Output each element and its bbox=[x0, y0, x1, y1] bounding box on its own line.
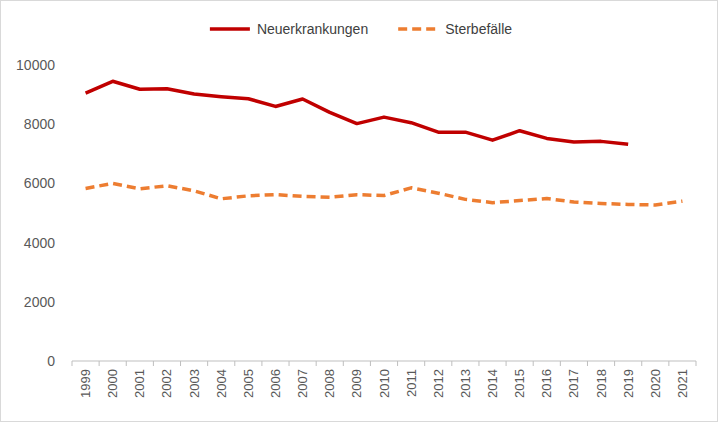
x-tick-mark bbox=[153, 361, 154, 366]
x-tick-label: 2013 bbox=[458, 369, 473, 398]
y-tick bbox=[68, 183, 72, 184]
x-tick-label: 2000 bbox=[105, 369, 120, 398]
legend-label: Sterbefälle bbox=[445, 21, 512, 37]
x-tick-mark bbox=[478, 361, 479, 366]
x-tick-mark bbox=[261, 361, 262, 366]
x-tick-mark bbox=[641, 361, 642, 366]
chart-frame bbox=[1, 1, 718, 422]
x-tick-mark bbox=[560, 361, 561, 366]
x-tick-label: 2015 bbox=[512, 369, 527, 398]
y-tick-label: 6000 bbox=[24, 175, 55, 191]
legend-swatch bbox=[398, 27, 438, 31]
y-tick-label: 2000 bbox=[24, 294, 55, 310]
x-tick-label: 2014 bbox=[485, 369, 500, 398]
x-tick-label: 2004 bbox=[214, 369, 229, 398]
x-tick-mark bbox=[289, 361, 290, 366]
y-tick bbox=[68, 65, 72, 66]
x-tick-mark bbox=[668, 361, 669, 366]
x-tick-label: 2009 bbox=[349, 369, 364, 398]
legend-label: Neuerkrankungen bbox=[257, 21, 368, 37]
x-tick-mark bbox=[316, 361, 317, 366]
x-tick-mark bbox=[424, 361, 425, 366]
x-tick-label: 1999 bbox=[78, 369, 93, 398]
x-tick-label: 2008 bbox=[322, 369, 337, 398]
x-tick-label: 2001 bbox=[132, 369, 147, 398]
x-tick-label: 2002 bbox=[159, 369, 174, 398]
x-tick-label: 2016 bbox=[539, 369, 554, 398]
x-tick-mark bbox=[587, 361, 588, 366]
x-tick-mark bbox=[451, 361, 452, 366]
x-tick-mark bbox=[99, 361, 100, 366]
x-tick-label: 2011 bbox=[404, 369, 419, 397]
x-tick-mark bbox=[126, 361, 127, 366]
x-tick-mark bbox=[506, 361, 507, 366]
plot-lines bbox=[86, 81, 683, 205]
x-tick-mark bbox=[207, 361, 208, 366]
y-tick bbox=[68, 301, 72, 302]
x-tick-label: 2010 bbox=[377, 369, 392, 398]
x-tick-mark bbox=[180, 361, 181, 366]
series-line bbox=[86, 81, 629, 144]
x-tick-mark bbox=[397, 361, 398, 366]
legend: Neuerkrankungen Sterbefälle bbox=[210, 21, 512, 37]
x-tick-label: 2007 bbox=[295, 369, 310, 398]
x-tick-label: 2021 bbox=[675, 369, 690, 398]
y-tick-label: 0 bbox=[47, 353, 55, 369]
x-tick-mark bbox=[533, 361, 534, 366]
x-tick-label: 2020 bbox=[648, 369, 663, 398]
y-tick-label: 8000 bbox=[24, 116, 55, 132]
x-tick-mark bbox=[614, 361, 615, 366]
x-tick-mark bbox=[343, 361, 344, 366]
y-tick bbox=[68, 361, 72, 362]
x-tick-label: 2003 bbox=[187, 369, 202, 398]
y-tick-label: 10000 bbox=[16, 57, 55, 73]
x-tick-label: 2005 bbox=[241, 369, 256, 398]
legend-swatch bbox=[210, 27, 250, 31]
x-tick-label: 2006 bbox=[268, 369, 283, 398]
y-tick bbox=[68, 242, 72, 243]
series-line bbox=[86, 183, 683, 205]
x-tick-mark bbox=[696, 361, 697, 366]
x-tick-label: 2018 bbox=[594, 369, 609, 398]
x-tick-label: 2012 bbox=[431, 369, 446, 398]
x-tick-mark bbox=[72, 361, 73, 366]
x-tick-label: 2017 bbox=[566, 369, 581, 398]
x-axis bbox=[72, 361, 696, 362]
x-tick-mark bbox=[370, 361, 371, 366]
x-tick-mark bbox=[234, 361, 235, 366]
y-tick-label: 4000 bbox=[24, 235, 55, 251]
x-tick-label: 2019 bbox=[621, 369, 636, 398]
y-tick bbox=[68, 124, 72, 125]
